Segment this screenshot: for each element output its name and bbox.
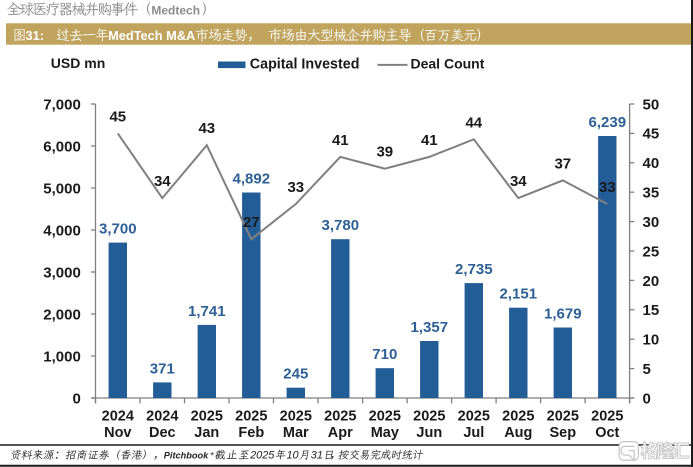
svg-text:4,892: 4,892	[233, 171, 271, 188]
svg-text:5,000: 5,000	[43, 180, 81, 197]
svg-text:Mar: Mar	[283, 425, 309, 441]
svg-text:MedTech M&A: MedTech M&A	[108, 28, 195, 43]
svg-text:41: 41	[421, 132, 438, 149]
svg-text:20: 20	[643, 273, 660, 290]
svg-text:2025: 2025	[458, 409, 490, 425]
svg-text:34: 34	[510, 173, 527, 190]
svg-text:2024: 2024	[146, 409, 178, 425]
svg-text:10: 10	[287, 450, 299, 462]
svg-text:2,735: 2,735	[455, 261, 493, 278]
svg-text:3,700: 3,700	[99, 221, 137, 238]
svg-text:Capital Invested: Capital Invested	[250, 56, 360, 72]
svg-text:Aug: Aug	[504, 425, 532, 441]
svg-text:710: 710	[372, 346, 397, 363]
svg-text:371: 371	[150, 360, 175, 377]
svg-text:Oct: Oct	[595, 425, 619, 441]
svg-text:4,000: 4,000	[43, 222, 81, 239]
svg-text:2025: 2025	[280, 409, 312, 425]
svg-text:34: 34	[154, 173, 171, 190]
svg-text:2025: 2025	[413, 409, 445, 425]
svg-text:40: 40	[643, 155, 660, 172]
svg-text:41: 41	[332, 132, 349, 149]
svg-text:15: 15	[643, 302, 660, 319]
svg-text:3,780: 3,780	[322, 217, 360, 234]
svg-text:43: 43	[198, 120, 215, 137]
svg-text:0: 0	[72, 390, 80, 407]
svg-text:45: 45	[109, 108, 126, 125]
svg-text:Apr: Apr	[328, 425, 353, 441]
svg-text:2025: 2025	[369, 409, 401, 425]
svg-text:6,239: 6,239	[589, 114, 627, 131]
svg-text:6,000: 6,000	[43, 138, 81, 155]
svg-text:245: 245	[283, 366, 308, 383]
svg-text:31: 31	[311, 450, 323, 462]
svg-text:10: 10	[643, 332, 660, 349]
svg-text:2,151: 2,151	[500, 286, 538, 303]
svg-text:Pitchbook: Pitchbook	[164, 451, 209, 461]
svg-text:2024: 2024	[102, 409, 134, 425]
svg-text:Jan: Jan	[194, 425, 219, 441]
svg-text:1,679: 1,679	[544, 306, 582, 323]
svg-text:Deal Count: Deal Count	[411, 55, 485, 71]
svg-text:Jul: Jul	[463, 425, 484, 441]
svg-text:Feb: Feb	[238, 425, 264, 441]
svg-text:33: 33	[599, 179, 616, 196]
svg-text:USD mn: USD mn	[51, 55, 105, 71]
svg-text:2025: 2025	[547, 409, 579, 425]
svg-text:33: 33	[287, 179, 304, 196]
svg-text:1,357: 1,357	[411, 319, 449, 336]
svg-text:35: 35	[643, 185, 660, 202]
svg-text:Medtech: Medtech	[151, 3, 200, 17]
svg-text:2025: 2025	[591, 409, 623, 425]
svg-text:0: 0	[643, 390, 651, 407]
svg-text:May: May	[371, 425, 399, 441]
svg-text:45: 45	[643, 126, 660, 143]
svg-text:1,741: 1,741	[188, 303, 226, 320]
svg-text:39: 39	[376, 144, 393, 161]
svg-text:*: *	[210, 451, 214, 461]
svg-text:2025: 2025	[191, 409, 223, 425]
svg-text:30: 30	[643, 214, 660, 231]
svg-text:2025: 2025	[249, 450, 275, 462]
svg-text:50: 50	[643, 96, 660, 113]
svg-text:2025: 2025	[324, 409, 356, 425]
svg-text:31:: 31:	[26, 28, 45, 43]
svg-text:2025: 2025	[502, 409, 534, 425]
svg-text:2025: 2025	[235, 409, 267, 425]
svg-text:Jun: Jun	[416, 425, 442, 441]
svg-text:2,000: 2,000	[43, 306, 81, 323]
svg-text:1,000: 1,000	[43, 348, 81, 365]
svg-text:Dec: Dec	[149, 425, 176, 441]
svg-text:Sep: Sep	[550, 425, 577, 441]
svg-text:7,000: 7,000	[43, 96, 81, 113]
svg-text:5: 5	[643, 361, 651, 378]
svg-text:27: 27	[243, 214, 260, 231]
svg-text:44: 44	[465, 114, 482, 131]
svg-text:25: 25	[643, 243, 660, 260]
svg-text:Nov: Nov	[104, 425, 131, 441]
svg-text:37: 37	[554, 155, 571, 172]
svg-text:3,000: 3,000	[43, 264, 81, 281]
